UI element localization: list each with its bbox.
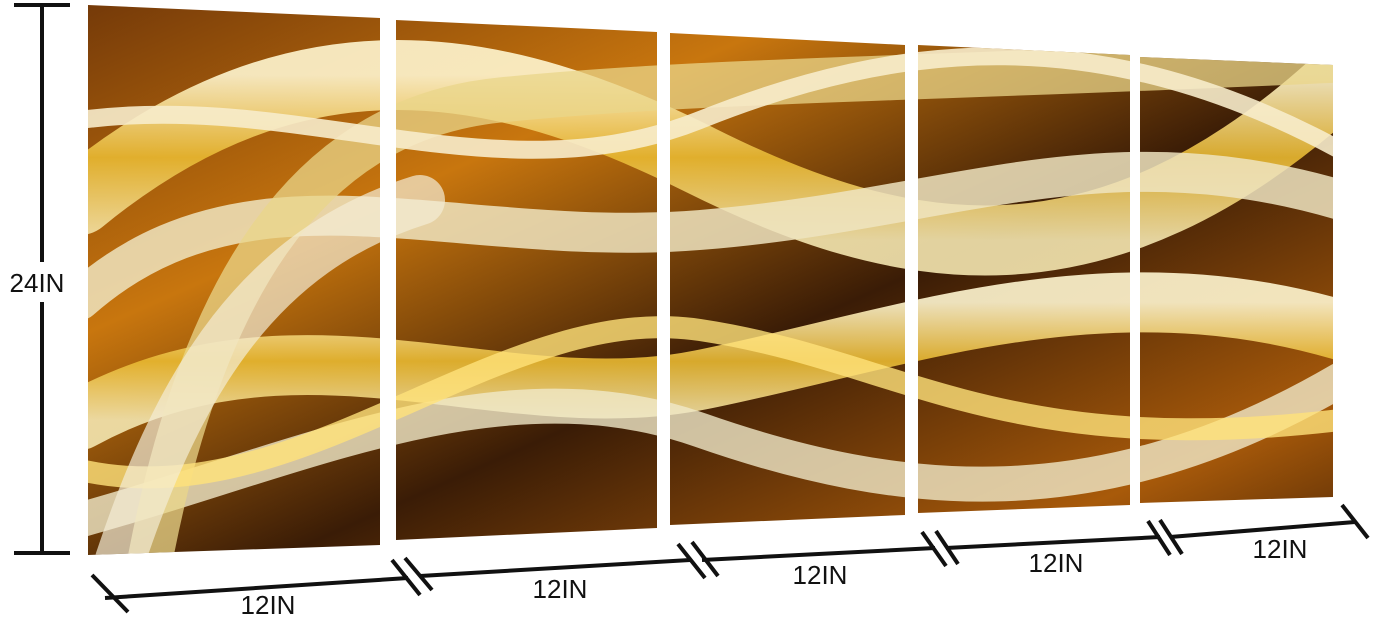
width-label-5: 12IN xyxy=(1253,534,1308,564)
width-label-1: 12IN xyxy=(241,590,296,620)
width-dimensions xyxy=(90,503,1370,614)
width-label-4: 12IN xyxy=(1029,548,1084,578)
width-label-2: 12IN xyxy=(533,574,588,604)
height-label: 24IN xyxy=(10,268,65,298)
width-label-3: 12IN xyxy=(793,560,848,590)
